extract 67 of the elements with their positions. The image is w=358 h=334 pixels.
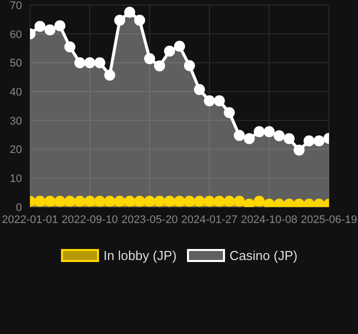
point: [304, 135, 315, 146]
x-tick-label: 2025-06-19: [300, 214, 358, 226]
point: [254, 126, 265, 138]
point: [144, 196, 156, 207]
x-tick-label: 2024-01-27: [181, 214, 238, 226]
point: [94, 57, 106, 68]
x-tick-label: 2023-05-20: [121, 214, 178, 226]
point: [114, 14, 126, 26]
point: [194, 196, 205, 207]
point: [104, 196, 116, 207]
point: [224, 107, 235, 118]
point: [154, 60, 166, 72]
y-tick-label: 10: [10, 173, 22, 186]
y-tick-label: 0: [16, 202, 22, 214]
point: [74, 196, 86, 207]
point: [294, 144, 305, 156]
y-tick-label: 70: [10, 0, 22, 12]
point: [244, 133, 255, 144]
point: [94, 196, 106, 207]
y-tick-label: 60: [10, 28, 22, 41]
point: [34, 196, 46, 207]
point: [184, 196, 195, 207]
point: [134, 196, 146, 207]
y-tick-label: 40: [10, 86, 22, 98]
point: [254, 196, 265, 207]
point: [54, 20, 66, 32]
point: [284, 133, 295, 144]
point: [124, 6, 136, 18]
point: [34, 20, 46, 32]
point: [314, 135, 325, 146]
point: [54, 196, 66, 207]
point: [74, 57, 86, 68]
point: [234, 130, 245, 141]
point: [184, 60, 195, 72]
point: [134, 14, 146, 26]
x-tick-label: 2024-10-08: [241, 214, 298, 226]
point: [84, 196, 96, 207]
point: [154, 196, 166, 207]
point: [44, 24, 56, 36]
point: [124, 196, 136, 207]
point: [214, 196, 225, 207]
point: [204, 95, 215, 106]
x-tick-label: 2022-01-01: [2, 214, 58, 226]
y-tick-label: 20: [10, 144, 22, 156]
point: [164, 196, 176, 207]
legend-label: In lobby (JP): [104, 248, 177, 263]
point: [234, 196, 245, 207]
point: [64, 41, 76, 52]
point: [174, 196, 185, 207]
x-tick-label: 2022-09-10: [62, 214, 118, 226]
point: [144, 53, 156, 64]
point: [174, 40, 185, 52]
y-tick-label: 30: [10, 115, 22, 128]
point: [274, 130, 285, 142]
point: [114, 196, 126, 207]
point: [164, 46, 176, 57]
point: [104, 70, 116, 81]
point: [194, 84, 205, 96]
point: [214, 95, 225, 106]
point: [84, 57, 96, 68]
point: [204, 196, 215, 207]
point: [44, 196, 56, 207]
point: [64, 196, 76, 207]
y-tick-label: 50: [10, 58, 22, 70]
point: [264, 126, 275, 138]
legend-label: Casino (JP): [230, 248, 298, 263]
point: [224, 196, 235, 207]
